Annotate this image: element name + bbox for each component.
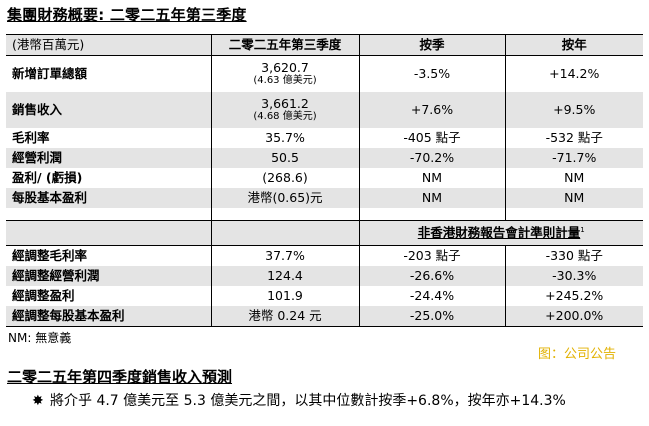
header-yoy: 按年 (504, 34, 643, 56)
row-qoq: -70.2% (358, 148, 505, 168)
table-row: 每股基本盈利 港幣(0.65)元 NM NM (6, 188, 643, 208)
row-yoy: -30.3% (504, 266, 643, 286)
row-value: 101.9 (210, 286, 359, 306)
row-value: 港幣(0.65)元 (210, 188, 359, 208)
header-period: 二零二五年第三季度 (210, 34, 359, 56)
section-title-forecast: 二零二五年第四季度銷售收入預測 (7, 368, 233, 386)
row-qoq: -26.6% (358, 266, 505, 286)
row-yoy: NM (504, 188, 643, 208)
row-yoy: NM (504, 168, 643, 188)
row-value: 3,620.7 (4.63 億美元) (210, 55, 359, 92)
row-label: 每股基本盈利 (6, 188, 211, 208)
row-value: 124.4 (210, 266, 359, 286)
row-label: 經調整盈利 (6, 286, 211, 306)
row-label: 新增訂單總額 (6, 55, 211, 92)
non-hkfrs-title: 非香港財務報告會計準則計量1 (358, 220, 643, 246)
row-label: 盈利/ (虧損) (6, 168, 211, 188)
row-qoq: +7.6% (358, 92, 505, 128)
source-caption: 图：公司公告 (538, 347, 617, 362)
row-value: 37.7% (210, 245, 359, 266)
header-qoq: 按季 (358, 34, 505, 56)
value-sub: (4.63 億美元) (253, 75, 317, 87)
row-value: (268.6) (210, 168, 359, 188)
table-row: 盈利/ (虧損) (268.6) NM NM (6, 168, 643, 188)
row-value: 50.5 (210, 148, 359, 168)
forecast-bullet: ✸ 將介乎 4.7 億美元至 5.3 億美元之間，以其中位數計按季+6.8%，按年… (32, 390, 566, 410)
row-yoy: -71.7% (504, 148, 643, 168)
row-label: 經調整經營利潤 (6, 266, 211, 286)
row-label: 銷售收入 (6, 92, 211, 128)
row-yoy: +14.2% (504, 55, 643, 92)
value-sub: (4.68 億美元) (253, 111, 317, 123)
spacer-row (6, 208, 643, 221)
bullet-text: 將介乎 4.7 億美元至 5.3 億美元之間，以其中位數計按季+6.8%，按年亦… (50, 393, 566, 409)
table-row: 新增訂單總額 3,620.7 (4.63 億美元) -3.5% +14.2% (6, 55, 643, 92)
row-value: 3,661.2 (4.68 億美元) (210, 92, 359, 128)
bullet-star-icon: ✸ (32, 393, 44, 409)
row-qoq: -25.0% (358, 306, 505, 327)
row-label: 經調整每股基本盈利 (6, 306, 211, 327)
row-yoy: +245.2% (504, 286, 643, 306)
row-qoq: -405 點子 (358, 128, 505, 148)
row-label: 經調整毛利率 (6, 245, 211, 266)
financial-summary-table: (港幣百萬元) 二零二五年第三季度 按季 按年 新增訂單總額 3,620.7 (… (6, 34, 643, 327)
table-row: 經營利潤 50.5 -70.2% -71.7% (6, 148, 643, 168)
row-value: 35.7% (210, 128, 359, 148)
footnote-marker: 1 (580, 225, 585, 234)
table-row: 毛利率 35.7% -405 點子 -532 點子 (6, 128, 643, 148)
value-main: 3,661.2 (261, 96, 309, 112)
row-yoy: -330 點子 (504, 245, 643, 266)
row-yoy: -532 點子 (504, 128, 643, 148)
non-hkfrs-header-row: 非香港財務報告會計準則計量1 (6, 220, 643, 246)
row-yoy: +9.5% (504, 92, 643, 128)
row-value: 港幣 0.24 元 (210, 306, 359, 327)
row-qoq: -3.5% (358, 55, 505, 92)
table-row: 經調整每股基本盈利 港幣 0.24 元 -25.0% +200.0% (6, 306, 643, 327)
row-qoq: NM (358, 168, 505, 188)
row-yoy: +200.0% (504, 306, 643, 327)
table-row: 經調整毛利率 37.7% -203 點子 -330 點子 (6, 245, 643, 266)
value-main: 3,620.7 (261, 60, 309, 76)
page-title: 集團財務概要: 二零二五年第三季度 (7, 6, 247, 24)
row-label: 毛利率 (6, 128, 211, 148)
row-label: 經營利潤 (6, 148, 211, 168)
table-row: 經調整經營利潤 124.4 -26.6% -30.3% (6, 266, 643, 286)
table-row: 經調整盈利 101.9 -24.4% +245.2% (6, 286, 643, 306)
row-qoq: -24.4% (358, 286, 505, 306)
footnote-nm: NM: 無意義 (8, 331, 72, 345)
row-qoq: NM (358, 188, 505, 208)
table-row: 銷售收入 3,661.2 (4.68 億美元) +7.6% +9.5% (6, 92, 643, 128)
header-unit: (港幣百萬元) (6, 34, 211, 56)
row-qoq: -203 點子 (358, 245, 505, 266)
table-header-row: (港幣百萬元) 二零二五年第三季度 按季 按年 (6, 34, 643, 56)
